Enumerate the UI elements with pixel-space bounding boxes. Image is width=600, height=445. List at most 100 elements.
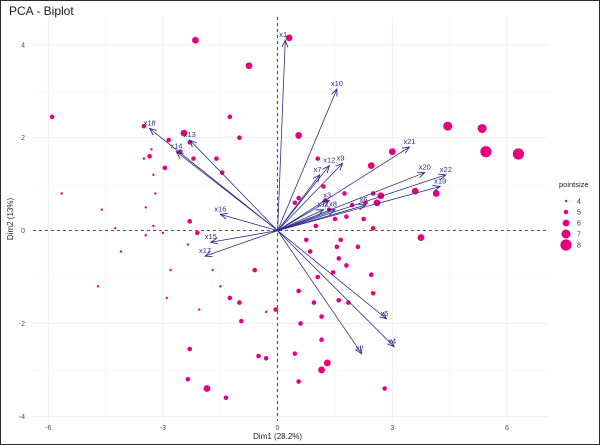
data-point bbox=[296, 379, 301, 384]
data-point bbox=[169, 268, 172, 272]
reference-lines bbox=[33, 17, 549, 421]
legend-title: pointsize bbox=[559, 180, 589, 189]
data-point bbox=[223, 395, 229, 401]
data-point bbox=[198, 308, 201, 311]
data-point bbox=[237, 135, 242, 141]
data-point bbox=[296, 288, 301, 294]
data-point bbox=[185, 376, 191, 382]
x-tick-label: -6 bbox=[45, 425, 51, 432]
loading-label-x21: x21 bbox=[403, 137, 415, 146]
data-point bbox=[377, 192, 385, 200]
data-point bbox=[303, 237, 309, 243]
data-point bbox=[141, 123, 147, 129]
data-point bbox=[211, 268, 214, 272]
data-point bbox=[318, 366, 325, 374]
loading-arrow-x9 bbox=[277, 163, 343, 231]
x-tick-label: 0 bbox=[276, 425, 280, 432]
data-point bbox=[388, 148, 396, 156]
loading-label-x4: x4 bbox=[388, 337, 396, 346]
data-point bbox=[342, 191, 347, 196]
legend-key-6 bbox=[562, 219, 570, 227]
data-point bbox=[332, 216, 338, 222]
loading-label-x5: x5 bbox=[381, 309, 389, 318]
loading-label-x6: x6 bbox=[360, 195, 368, 204]
data-point bbox=[195, 230, 200, 236]
data-point bbox=[292, 200, 298, 206]
loading-label-x16: x16 bbox=[214, 204, 226, 213]
data-point bbox=[227, 295, 233, 301]
y-tick-label: -2 bbox=[19, 321, 25, 328]
data-point bbox=[187, 140, 193, 145]
data-point bbox=[417, 234, 425, 241]
data-point bbox=[319, 337, 324, 343]
legend-key-5 bbox=[563, 209, 569, 215]
loading-label-x1: x1 bbox=[279, 30, 287, 39]
loading-label-x2: x2 bbox=[356, 344, 364, 353]
x-axis-title: Dim1 (28.2%) bbox=[253, 432, 302, 441]
data-point bbox=[319, 314, 324, 319]
data-point bbox=[237, 300, 242, 305]
axis-layer: -6 -3 0 3 6 -4 -2 0 2 4 Dim1 (28.2%) Dim2 (13%) bbox=[6, 42, 509, 441]
data-point bbox=[344, 263, 349, 268]
loading-label-x10: x10 bbox=[331, 79, 343, 88]
data-point bbox=[367, 162, 375, 169]
data-point bbox=[315, 156, 321, 161]
data-point bbox=[296, 195, 301, 201]
data-point bbox=[49, 114, 55, 120]
data-point bbox=[256, 353, 261, 359]
loading-arrow-x4 bbox=[277, 230, 395, 347]
data-point bbox=[370, 290, 376, 296]
data-point bbox=[334, 244, 340, 250]
data-point bbox=[355, 244, 361, 250]
data-point bbox=[154, 192, 157, 195]
data-point bbox=[298, 321, 303, 326]
data-point bbox=[263, 356, 269, 361]
loading-label-x3: x3 bbox=[323, 190, 331, 199]
data-point bbox=[152, 224, 155, 228]
loading-arrow-x5 bbox=[277, 230, 387, 319]
loading-label-x14: x14 bbox=[170, 142, 182, 151]
data-point bbox=[119, 250, 123, 253]
loading-arrow-x19 bbox=[277, 186, 440, 231]
data-point bbox=[311, 300, 317, 305]
data-point bbox=[162, 165, 168, 171]
data-point bbox=[330, 270, 336, 275]
data-point bbox=[370, 225, 376, 231]
data-point bbox=[161, 231, 165, 235]
data-point bbox=[144, 206, 147, 209]
loading-arrow-x20 bbox=[277, 173, 425, 231]
x-tick-label: -3 bbox=[160, 425, 166, 432]
data-point bbox=[187, 346, 193, 352]
data-point bbox=[382, 386, 387, 391]
loading-arrow-x21 bbox=[277, 147, 410, 231]
legend: pointsize 4 5 6 7 8 bbox=[559, 180, 589, 251]
loading-arrow-x6 bbox=[277, 205, 366, 231]
data-point bbox=[336, 256, 342, 261]
loading-arrow-x10 bbox=[277, 89, 337, 231]
data-point bbox=[321, 184, 326, 189]
loading-arrow-x2 bbox=[277, 230, 362, 354]
legend-key-8 bbox=[560, 239, 572, 251]
x-tick-label: 3 bbox=[390, 425, 394, 432]
y-tick-label: -4 bbox=[19, 414, 25, 421]
loading-label-x13: x13 bbox=[184, 130, 196, 139]
data-point bbox=[191, 156, 196, 161]
data-point bbox=[100, 208, 104, 211]
data-point bbox=[142, 157, 146, 160]
data-point bbox=[338, 237, 343, 243]
data-point bbox=[165, 296, 168, 300]
data-point bbox=[245, 62, 253, 70]
loading-label-x20: x20 bbox=[419, 163, 431, 172]
data-point bbox=[192, 36, 199, 44]
data-point bbox=[219, 285, 222, 288]
grid-layer bbox=[33, 17, 549, 421]
loading-arrow-x8 bbox=[277, 210, 335, 231]
legend-key-4 bbox=[564, 199, 568, 203]
data-point bbox=[144, 234, 147, 237]
loading-arrow-x3 bbox=[277, 200, 330, 231]
data-point bbox=[313, 223, 319, 229]
data-point bbox=[96, 285, 100, 288]
data-point bbox=[147, 154, 152, 159]
legend-key-7 bbox=[561, 229, 571, 239]
